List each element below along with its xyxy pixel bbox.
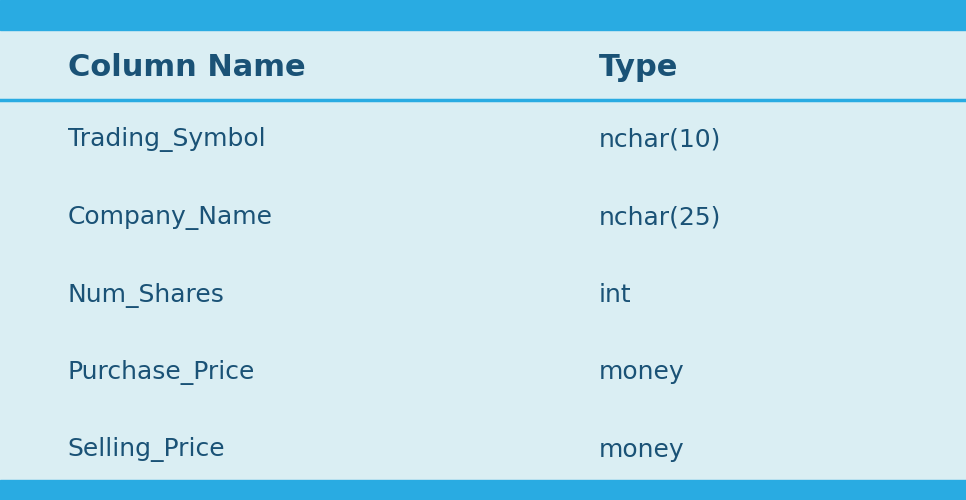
Text: nchar(25): nchar(25)	[599, 206, 722, 230]
Text: Column Name: Column Name	[68, 53, 305, 82]
Text: Type: Type	[599, 53, 678, 82]
Text: Purchase_Price: Purchase_Price	[68, 360, 255, 385]
Text: Selling_Price: Selling_Price	[68, 438, 225, 462]
Bar	[0, 480, 966, 500]
Text: Trading_Symbol: Trading_Symbol	[68, 128, 266, 152]
Text: Company_Name: Company_Name	[68, 206, 272, 230]
Bar	[0, 0, 966, 30]
Text: int: int	[599, 283, 632, 307]
Text: money: money	[599, 360, 685, 384]
Text: Num_Shares: Num_Shares	[68, 282, 224, 308]
Text: nchar(10): nchar(10)	[599, 128, 722, 152]
Text: money: money	[599, 438, 685, 462]
